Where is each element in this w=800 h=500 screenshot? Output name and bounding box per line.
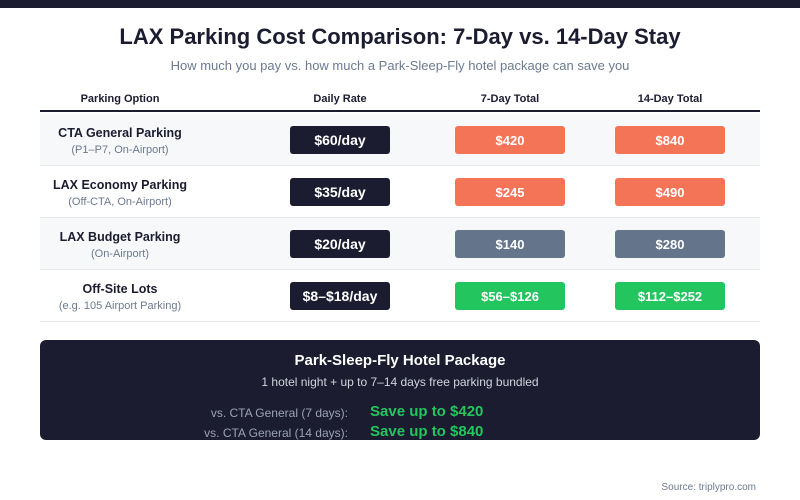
savings-value: Save up to $840 bbox=[370, 423, 484, 440]
option-detail: (P1–P7, On-Airport) bbox=[71, 144, 169, 156]
14-day-total-badge: $840 bbox=[615, 126, 725, 154]
7-day-total-badge: $420 bbox=[455, 126, 565, 154]
page-title: LAX Parking Cost Comparison: 7-Day vs. 1… bbox=[119, 24, 681, 49]
savings-label: vs. CTA General (7 days): bbox=[210, 406, 348, 420]
table-row: LAX Budget Parking (On-Airport) $20/day … bbox=[40, 218, 760, 270]
parking-option: LAX Economy Parking (Off-CTA, On-Airport… bbox=[40, 178, 200, 208]
14-day-total-badge: $112–$252 bbox=[615, 282, 725, 310]
park-sleep-fly-panel: Park-Sleep-Fly Hotel Package 1 hotel nig… bbox=[40, 340, 760, 440]
parking-option: CTA General Parking (P1–P7, On-Airport) bbox=[40, 126, 200, 156]
option-detail: (e.g. 105 Airport Parking) bbox=[58, 300, 182, 312]
daily-rate-badge: $60/day bbox=[290, 126, 390, 154]
savings-row: vs. CTA General (7 days): Save up to $42… bbox=[40, 403, 760, 423]
daily-rate-badge: $35/day bbox=[290, 178, 390, 206]
7-day-total-badge: $56–$126 bbox=[455, 282, 565, 310]
option-detail: (Off-CTA, On-Airport) bbox=[68, 196, 172, 208]
option-name: LAX Budget Parking bbox=[59, 230, 181, 244]
source-credit: Source: triplypro.com bbox=[661, 482, 756, 493]
option-detail: (On-Airport) bbox=[90, 248, 150, 260]
savings-value: Save up to $420 bbox=[370, 403, 484, 420]
package-subtitle: 1 hotel night + up to 7–14 days free par… bbox=[261, 375, 539, 389]
table-row: LAX Economy Parking (Off-CTA, On-Airport… bbox=[40, 166, 760, 218]
table-row: CTA General Parking (P1–P7, On-Airport) … bbox=[40, 114, 760, 166]
option-name: CTA General Parking bbox=[58, 126, 182, 140]
7-day-total-badge: $140 bbox=[455, 230, 565, 258]
parking-option: LAX Budget Parking (On-Airport) bbox=[40, 230, 200, 260]
header-14-day-total: 14-Day Total bbox=[637, 93, 703, 105]
7-day-total-badge: $245 bbox=[455, 178, 565, 206]
14-day-total-badge: $490 bbox=[615, 178, 725, 206]
14-day-total-badge: $280 bbox=[615, 230, 725, 258]
option-name: LAX Economy Parking bbox=[52, 178, 188, 192]
table-row: Off-Site Lots (e.g. 105 Airport Parking)… bbox=[40, 270, 760, 322]
table-header: Parking Option Daily Rate 7-Day Total 14… bbox=[40, 93, 760, 111]
page-subtitle: How much you pay vs. how much a Park-Sle… bbox=[170, 58, 630, 73]
option-name: Off-Site Lots bbox=[82, 282, 158, 296]
top-bar bbox=[0, 0, 800, 8]
header-7-day-total: 7-Day Total bbox=[480, 93, 540, 105]
parking-option: Off-Site Lots (e.g. 105 Airport Parking) bbox=[40, 282, 200, 312]
daily-rate-badge: $20/day bbox=[290, 230, 390, 258]
header-divider bbox=[40, 110, 760, 112]
header-parking-option: Parking Option bbox=[80, 93, 160, 105]
savings-row: vs. CTA General (14 days): Save up to $8… bbox=[40, 423, 760, 440]
daily-rate-badge: $8–$18/day bbox=[290, 282, 390, 310]
header-daily-rate: Daily Rate bbox=[313, 93, 367, 105]
package-title: Park-Sleep-Fly Hotel Package bbox=[294, 352, 506, 369]
savings-label: vs. CTA General (14 days): bbox=[204, 426, 348, 440]
